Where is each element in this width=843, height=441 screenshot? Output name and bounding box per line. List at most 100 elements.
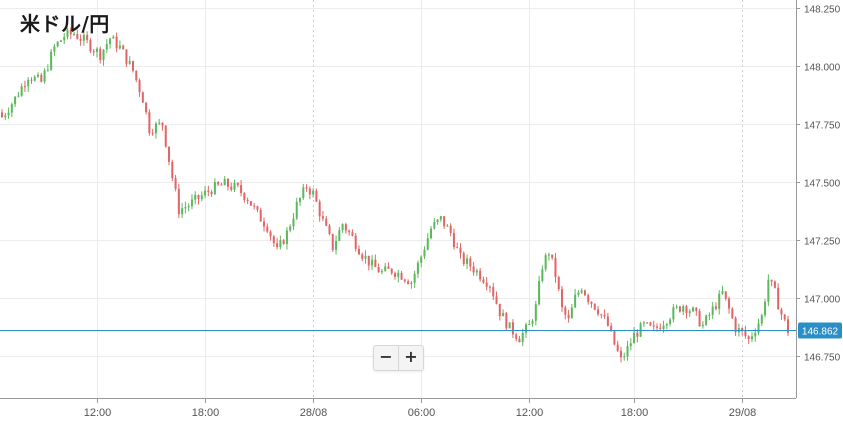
candle-body bbox=[655, 326, 659, 328]
candle-body bbox=[187, 206, 190, 208]
candle-body bbox=[63, 36, 66, 41]
candle-body bbox=[524, 324, 528, 333]
candle-body bbox=[502, 313, 505, 317]
candle-body bbox=[128, 61, 131, 64]
candle-body bbox=[194, 194, 197, 200]
candle-body bbox=[636, 332, 639, 337]
candle-body bbox=[204, 190, 207, 196]
candle-body bbox=[619, 350, 622, 358]
candle-body bbox=[79, 38, 82, 41]
candle-body bbox=[407, 281, 410, 284]
candle-body bbox=[200, 195, 203, 199]
candle-body bbox=[472, 266, 475, 273]
candle-body bbox=[154, 123, 157, 134]
candle-body bbox=[541, 269, 544, 281]
candle-body bbox=[397, 272, 400, 277]
candle-body bbox=[416, 262, 419, 274]
candle-body bbox=[750, 336, 753, 339]
x-tick-label: 12:00 bbox=[84, 407, 112, 419]
candle-body bbox=[675, 306, 678, 308]
candle-body bbox=[708, 314, 711, 316]
candle-body bbox=[367, 255, 370, 266]
candle-body bbox=[482, 279, 485, 283]
y-tick-label: 147.500 bbox=[804, 179, 841, 190]
candle-body bbox=[747, 336, 750, 339]
candle-body bbox=[413, 273, 416, 283]
candle-body bbox=[564, 307, 567, 315]
candle-body bbox=[449, 225, 452, 234]
candle-body bbox=[695, 307, 698, 312]
candle-body bbox=[462, 253, 465, 265]
candle-body bbox=[335, 241, 338, 250]
candle-body bbox=[597, 309, 600, 315]
y-tick-label: 148.250 bbox=[804, 5, 841, 16]
candle-body bbox=[692, 307, 695, 312]
candle-body bbox=[43, 70, 46, 82]
candle-body bbox=[158, 122, 161, 124]
candle-body bbox=[721, 291, 724, 294]
zoom-in-button[interactable]: + bbox=[398, 346, 423, 370]
candle-body bbox=[744, 330, 747, 337]
candle-body bbox=[551, 254, 554, 258]
x-tick-label: 18:00 bbox=[192, 407, 220, 419]
candle-body bbox=[289, 226, 292, 231]
candle-body bbox=[764, 301, 767, 316]
candle-body bbox=[112, 36, 115, 39]
candle-body bbox=[256, 206, 259, 210]
candle-body bbox=[46, 69, 49, 71]
candle-body bbox=[315, 190, 318, 202]
x-tick-label: 06:00 bbox=[408, 407, 436, 419]
candle-body bbox=[669, 319, 672, 324]
candle-body bbox=[295, 201, 298, 219]
candle-body bbox=[305, 187, 308, 189]
candle-body bbox=[583, 290, 586, 296]
candle-body bbox=[328, 225, 331, 234]
candle-body bbox=[498, 303, 501, 317]
candle-body bbox=[184, 207, 187, 209]
candle-body bbox=[554, 257, 557, 277]
candle-body bbox=[505, 313, 508, 329]
candle-body bbox=[528, 323, 531, 325]
zoom-out-button[interactable]: − bbox=[379, 347, 393, 366]
candle-body bbox=[390, 268, 393, 274]
candle-body bbox=[27, 79, 30, 87]
y-tick-label: 147.000 bbox=[804, 295, 841, 306]
candle-body bbox=[492, 287, 495, 297]
candle-body bbox=[92, 51, 95, 53]
candle-body bbox=[240, 185, 243, 194]
candle-body bbox=[475, 270, 478, 273]
candle-body bbox=[66, 29, 69, 37]
chart-title: 米ドル/円 bbox=[20, 12, 110, 36]
candle-body bbox=[135, 70, 138, 81]
candle-body bbox=[423, 249, 426, 257]
candle-body bbox=[364, 255, 367, 259]
candle-body bbox=[547, 254, 550, 256]
candle-body bbox=[344, 224, 347, 231]
candle-body bbox=[69, 29, 72, 35]
candle-body bbox=[338, 230, 341, 242]
candle-body bbox=[662, 325, 665, 329]
candle-body bbox=[580, 290, 583, 293]
candle-body bbox=[646, 322, 649, 324]
candle-body bbox=[410, 282, 413, 284]
candle-body bbox=[633, 332, 636, 344]
candle-body bbox=[757, 323, 760, 333]
candle-body bbox=[485, 282, 488, 287]
candle-body bbox=[118, 45, 121, 49]
candle-body bbox=[783, 314, 786, 320]
candle-body bbox=[760, 315, 763, 324]
candle-body bbox=[469, 258, 472, 267]
candle-body bbox=[626, 346, 629, 357]
candle-body bbox=[495, 296, 498, 304]
candle-body bbox=[770, 279, 773, 282]
candle-body bbox=[138, 80, 141, 93]
candle-body bbox=[122, 45, 125, 50]
candle-body bbox=[613, 330, 616, 345]
candle-body bbox=[623, 356, 626, 358]
candle-body bbox=[688, 311, 691, 314]
candle-body bbox=[177, 188, 180, 215]
candle-body bbox=[220, 184, 223, 186]
candle-body bbox=[718, 293, 721, 309]
candle-body bbox=[223, 178, 226, 186]
